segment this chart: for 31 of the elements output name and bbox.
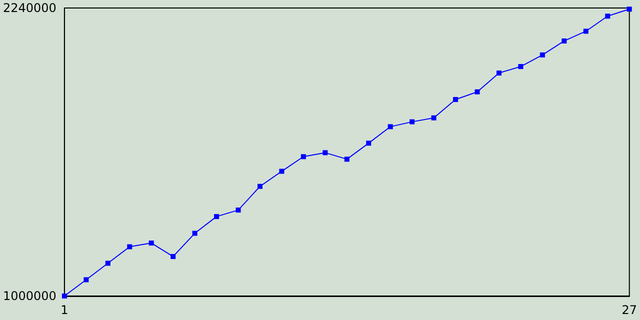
point [300, 154, 306, 160]
point [322, 150, 328, 156]
point [127, 244, 132, 250]
point [562, 38, 567, 44]
point [540, 52, 545, 58]
y-tick-label: 2240000 [2, 1, 56, 15]
point [583, 28, 588, 34]
x-tick-label: 1 [60, 303, 68, 317]
point [214, 214, 220, 220]
point [388, 124, 393, 130]
point [170, 254, 176, 260]
x-tick-label: 27 [622, 303, 638, 317]
point [410, 119, 415, 124]
point [236, 208, 241, 213]
point [605, 14, 610, 19]
point [518, 64, 524, 70]
point [626, 6, 632, 12]
point [366, 140, 372, 146]
point [344, 156, 350, 162]
point [474, 89, 480, 94]
point [192, 230, 198, 236]
point [496, 70, 502, 76]
point [62, 294, 67, 298]
point [453, 97, 458, 102]
point [257, 184, 262, 189]
point [431, 115, 436, 120]
point [279, 168, 284, 174]
y-tick-label: 1000000 [2, 289, 56, 303]
point [148, 240, 154, 246]
point [105, 260, 110, 266]
point [84, 277, 89, 282]
